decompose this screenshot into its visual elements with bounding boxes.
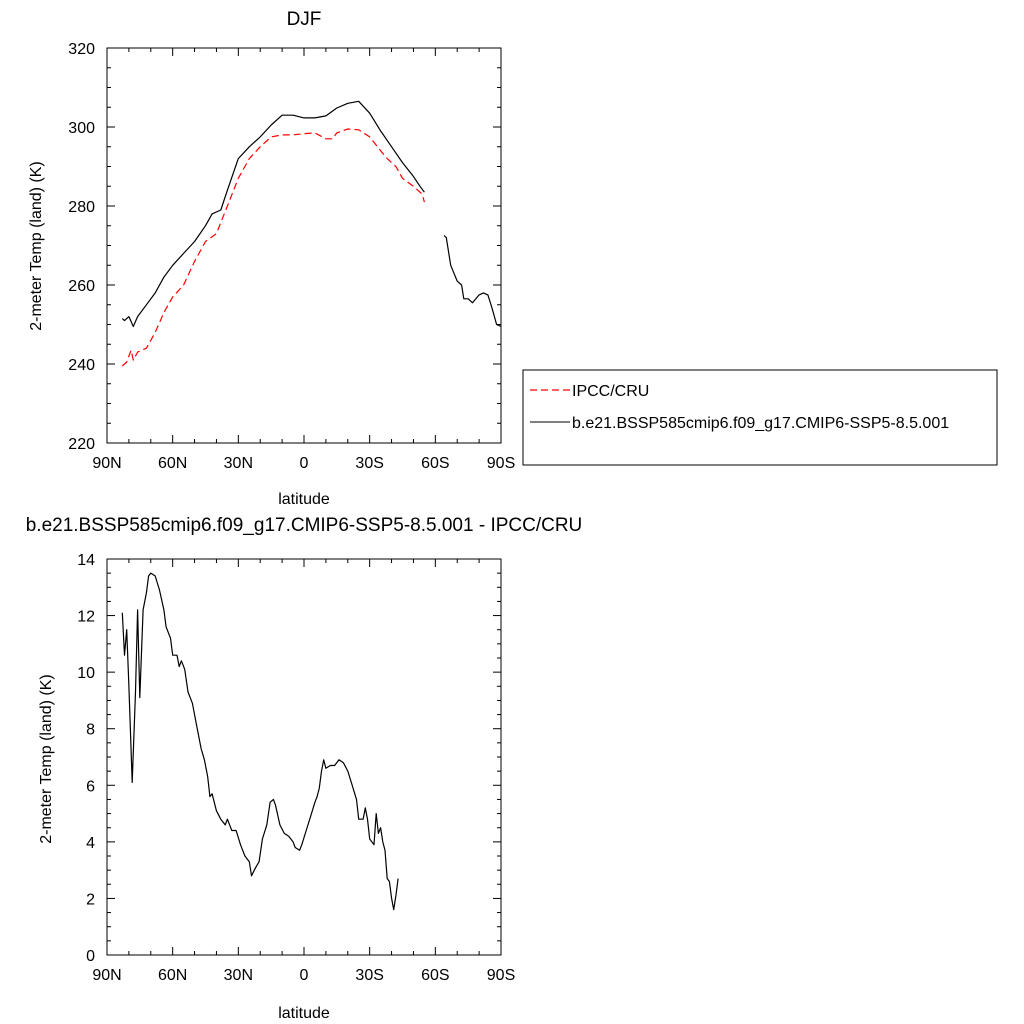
top-xtick-label: 30N xyxy=(224,455,253,472)
top-chart-ylabel: 2-meter Temp (land) (K) xyxy=(28,161,45,331)
bottom-xtick-label: 60S xyxy=(421,967,449,984)
bottom-xtick-label: 90S xyxy=(487,967,515,984)
bottom-ytick-label: 4 xyxy=(86,835,95,852)
top-series-1-line-0 xyxy=(121,100,425,328)
top-xtick-label: 30S xyxy=(355,455,383,472)
top-ytick-label: 320 xyxy=(68,41,95,58)
bottom-ytick-label: 12 xyxy=(77,609,95,626)
top-chart-panel: DJF 90N 60N 30N 0 30S 60S 90S 220 240 260 280 300 32… xyxy=(28,9,515,508)
top-xtick-label: 0 xyxy=(300,455,309,472)
bottom-xtick-label: 60N xyxy=(158,967,187,984)
top-ytick-label: 260 xyxy=(68,278,95,295)
legend-label-ipcc-cru: IPCC/CRU xyxy=(572,383,649,400)
top-series-1-line-1 xyxy=(443,235,502,328)
bottom-ytick-label: 0 xyxy=(86,948,95,965)
legend-label-model: b.e21.BSSP585cmip6.f09_g17.CMIP6-SSP5-8.… xyxy=(572,415,949,432)
bottom-xtick-label: 30S xyxy=(355,967,383,984)
bottom-xtick-label: 90N xyxy=(92,967,121,984)
bottom-ytick-label: 14 xyxy=(77,552,95,569)
chart-legend: IPCC/CRU b.e21.BSSP585cmip6.f09_g17.CMIP… xyxy=(522,369,998,466)
top-ytick-label: 280 xyxy=(68,199,95,216)
top-ytick-label: 300 xyxy=(68,120,95,137)
legend-box xyxy=(522,369,998,466)
bottom-xtick-label: 0 xyxy=(300,967,309,984)
top-chart-plot-frame xyxy=(106,47,502,444)
top-ytick-label: 240 xyxy=(68,357,95,374)
bottom-xtick-label: 30N xyxy=(224,967,253,984)
top-chart-ticks: 90N 60N 30N 0 30S 60S 90S 220 240 260 280 300 320 xyxy=(68,41,515,472)
top-chart-title: DJF xyxy=(287,9,322,30)
top-xtick-label: 90S xyxy=(487,455,515,472)
bottom-series-0-line-0 xyxy=(121,572,399,911)
bottom-chart-series xyxy=(121,572,399,911)
top-series-0-line-0 xyxy=(121,128,425,367)
bottom-ytick-label: 6 xyxy=(86,778,95,795)
bottom-chart-ylabel: 2-meter Temp (land) (K) xyxy=(38,674,55,844)
bottom-ytick-label: 10 xyxy=(77,665,95,682)
bottom-chart-title: b.e21.BSSP585cmip6.f09_g17.CMIP6-SSP5-8.… xyxy=(26,515,583,536)
bottom-chart-xlabel: latitude xyxy=(278,1005,330,1022)
bottom-chart-panel: b.e21.BSSP585cmip6.f09_g17.CMIP6-SSP5-8.… xyxy=(26,515,583,1022)
top-ytick-label: 220 xyxy=(68,436,95,453)
top-xtick-label: 90N xyxy=(92,455,121,472)
top-xtick-label: 60N xyxy=(158,455,187,472)
bottom-ytick-label: 8 xyxy=(86,722,95,739)
top-xtick-label: 60S xyxy=(421,455,449,472)
bottom-chart-plot-frame xyxy=(106,558,502,956)
top-chart-xlabel: latitude xyxy=(278,491,330,508)
bottom-chart-ticks: 90N 60N 30N 0 30S 60S 90S 0 2 4 6 8 10 12 14 xyxy=(77,552,515,984)
bottom-ytick-label: 2 xyxy=(86,891,95,908)
top-chart-series xyxy=(121,100,502,367)
